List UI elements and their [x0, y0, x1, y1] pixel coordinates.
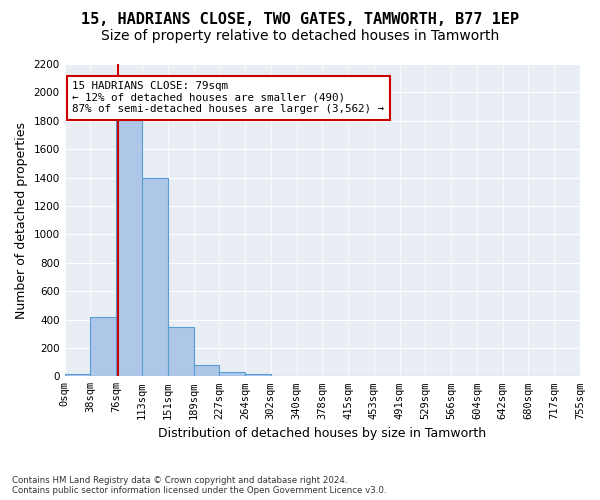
Bar	[193, 365, 219, 376]
Y-axis label: Number of detached properties: Number of detached properties	[15, 122, 28, 318]
Bar	[116, 118, 142, 376]
Bar	[142, 178, 168, 376]
Bar	[91, 316, 116, 376]
Text: 15 HADRIANS CLOSE: 79sqm
← 12% of detached houses are smaller (490)
87% of semi-: 15 HADRIANS CLOSE: 79sqm ← 12% of detach…	[73, 81, 385, 114]
Text: Size of property relative to detached houses in Tamworth: Size of property relative to detached ho…	[101, 29, 499, 43]
X-axis label: Distribution of detached houses by size in Tamworth: Distribution of detached houses by size …	[158, 427, 487, 440]
Text: 15, HADRIANS CLOSE, TWO GATES, TAMWORTH, B77 1EP: 15, HADRIANS CLOSE, TWO GATES, TAMWORTH,…	[81, 12, 519, 28]
Bar	[245, 374, 271, 376]
Bar	[168, 326, 193, 376]
Text: Contains HM Land Registry data © Crown copyright and database right 2024.
Contai: Contains HM Land Registry data © Crown c…	[12, 476, 386, 495]
Bar	[65, 374, 91, 376]
Bar	[219, 372, 245, 376]
